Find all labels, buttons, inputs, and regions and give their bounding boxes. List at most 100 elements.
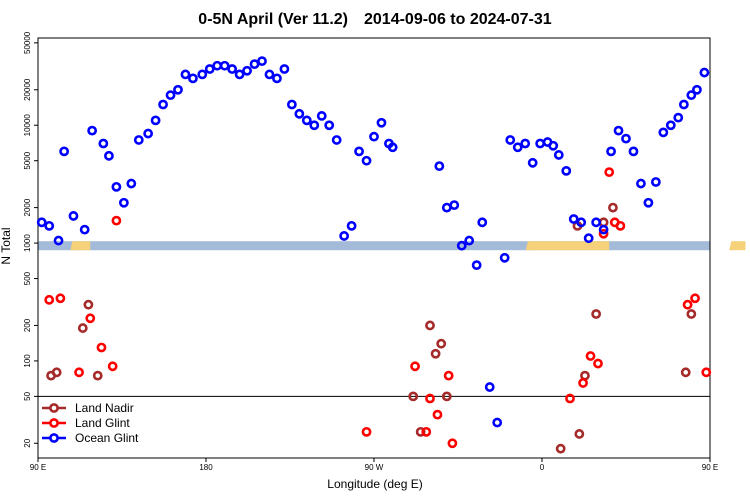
land-glint-point	[682, 299, 693, 310]
ocean-glint-legend-marker	[49, 433, 59, 443]
ocean-glint-point	[673, 112, 684, 123]
land-glint-point	[74, 367, 84, 378]
x-tick-label: 90 W	[365, 463, 384, 472]
land-edge	[525, 241, 533, 251]
ocean-glint-point	[576, 217, 587, 228]
ocean-glint-point	[535, 138, 546, 149]
ocean-glint-point	[180, 69, 191, 80]
ocean-glint-point	[591, 217, 602, 228]
y-tick-label: 10000	[23, 114, 32, 137]
land-nadir-point	[680, 367, 691, 378]
ocean-glint-point	[150, 115, 161, 126]
x-tick-label: 90 E	[702, 463, 718, 472]
ocean-glint-point	[227, 64, 238, 74]
ocean-glint-point	[456, 240, 467, 251]
data-points	[36, 56, 712, 454]
y-ticks: 20 50 100 200 500 1000 2000 5000 10000 20000 50000	[23, 31, 38, 448]
ocean-glint-point	[204, 64, 215, 74]
ocean-glint-point	[279, 64, 290, 74]
land-glint-point	[96, 342, 107, 353]
ocean-band	[38, 241, 710, 251]
ocean-glint-point	[59, 146, 70, 157]
land-glint-point	[107, 361, 118, 372]
y-tick-label: 20	[23, 438, 32, 447]
land-glint-point	[447, 438, 458, 449]
ocean-glint-point	[111, 181, 122, 192]
chart-title: 0-5N April (Ver 11.2) 2014-09-06 to 2024-…	[198, 11, 551, 28]
land-glint-point	[598, 228, 609, 239]
land-nadir-point	[77, 323, 88, 333]
ocean-glint-point	[197, 69, 208, 80]
ocean-glint-legend-label: Ocean Glint	[75, 431, 139, 445]
ocean-glint-point	[68, 211, 79, 221]
ocean-glint-point	[316, 111, 327, 121]
ocean-glint-point	[643, 197, 654, 208]
land-glint-point	[85, 313, 96, 324]
land-nadir-legend-marker	[49, 403, 59, 413]
ocean-glint-point	[548, 140, 559, 151]
land-nadir-point	[686, 309, 697, 319]
ocean-glint-point	[376, 117, 387, 128]
ocean-glint-point	[98, 138, 109, 149]
land-nadir-point	[574, 429, 585, 439]
ocean-glint-point	[628, 146, 639, 157]
ocean-glint-point	[242, 65, 252, 76]
x-tick-label: 180	[199, 463, 213, 472]
land-glint-point	[578, 378, 588, 388]
land-nadir-point	[608, 202, 618, 213]
ocean-glint-point	[650, 177, 661, 187]
land-segment	[530, 241, 610, 251]
ocean-glint-point	[606, 146, 616, 157]
land-glint-point	[410, 361, 420, 372]
ocean-glint-point	[36, 217, 47, 228]
ocean-glint-point	[568, 214, 579, 224]
land-glint-point	[55, 293, 66, 304]
land-nadir-point	[425, 320, 435, 331]
land-nadir-point	[441, 391, 452, 402]
ocean-glint-point	[143, 128, 154, 139]
ocean-glint-point	[621, 133, 631, 144]
y-tick-label: 5000	[23, 151, 32, 169]
ocean-glint-point	[434, 161, 445, 172]
land-nadir-point	[436, 338, 447, 349]
ocean-glint-point	[686, 90, 697, 101]
y-tick-label: 1000	[23, 234, 32, 252]
land-glint-point	[604, 167, 615, 178]
ocean-glint-point	[387, 142, 398, 153]
ocean-glint-point	[692, 84, 702, 95]
ocean-glint-point	[331, 135, 342, 145]
y-tick-label: 200	[23, 318, 32, 332]
ocean-glint-point	[126, 178, 137, 189]
land-glint-point	[593, 358, 603, 369]
ocean-glint-point	[272, 73, 282, 84]
land-glint-legend-label: Land Glint	[75, 416, 130, 430]
x-tick-label: 90 E	[30, 463, 46, 472]
ocean-glint-point	[678, 99, 689, 110]
land-nadir-point	[555, 443, 566, 454]
land-nadir-point	[430, 348, 441, 359]
ocean-glint-point	[324, 120, 335, 131]
ocean-glint-point	[257, 56, 267, 67]
ocean-glint-point	[219, 60, 230, 71]
ocean-glint-point	[173, 84, 183, 95]
y-tick-label: 50	[23, 391, 32, 400]
ocean-glint-point	[309, 120, 320, 131]
land-glint-point	[443, 370, 454, 381]
ocean-glint-point	[512, 142, 523, 153]
ocean-glint-point	[441, 202, 452, 213]
ocean-glint-point	[264, 69, 275, 80]
x-ticks: 90 E 180 90 W 0 90 E	[30, 458, 718, 472]
title-part-2: 2014-09-06 to 2024-07-31	[364, 11, 552, 28]
land-nadir-legend-label: Land Nadir	[75, 401, 134, 415]
land-edge	[70, 241, 78, 251]
y-tick-label: 2000	[23, 198, 32, 216]
y-tick-label: 100	[23, 354, 32, 368]
ocean-glint-point	[477, 217, 488, 228]
ocean-glint-point	[553, 150, 564, 160]
land-nadir-point	[408, 391, 419, 402]
ocean-glint-point	[354, 146, 364, 157]
land-edge	[729, 241, 737, 251]
